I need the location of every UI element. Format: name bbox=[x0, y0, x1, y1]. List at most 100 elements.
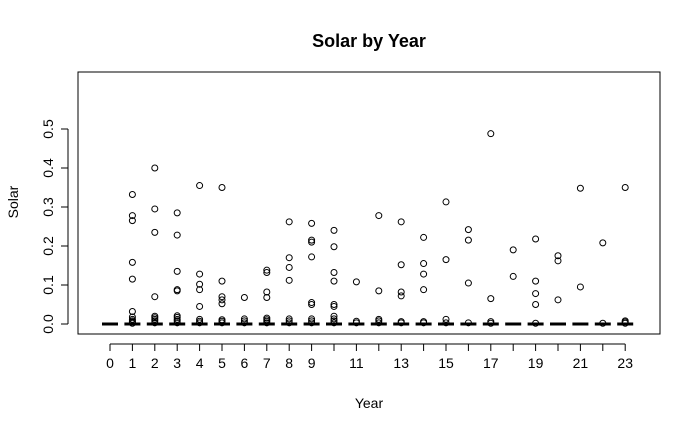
outlier-point bbox=[330, 317, 338, 325]
y-tick-label: 0.4 bbox=[40, 158, 56, 178]
outlier-point bbox=[397, 318, 405, 326]
outlier-point bbox=[330, 226, 338, 234]
outlier-point bbox=[308, 315, 316, 323]
x-axis-label: Year bbox=[355, 395, 384, 411]
outlier-point bbox=[330, 277, 338, 285]
outlier-point bbox=[442, 256, 450, 264]
outlier-point bbox=[330, 243, 338, 251]
y-tick-label: 0.0 bbox=[40, 314, 56, 334]
outlier-point bbox=[218, 316, 226, 324]
outlier-point bbox=[621, 184, 629, 191]
x-tick-label: 13 bbox=[393, 355, 409, 371]
outlier-point bbox=[196, 302, 204, 310]
outlier-point bbox=[464, 226, 472, 234]
x-tick-label: 0 bbox=[106, 355, 114, 371]
outlier-point bbox=[420, 270, 428, 278]
outlier-point bbox=[196, 280, 204, 288]
outlier-point bbox=[151, 228, 159, 236]
outlier-point bbox=[330, 319, 338, 327]
outlier-point bbox=[442, 315, 450, 323]
outlier-point bbox=[599, 319, 607, 327]
outlier-point bbox=[128, 212, 136, 220]
y-axis-label: Solar bbox=[5, 185, 21, 218]
outlier-point bbox=[196, 286, 204, 294]
outlier-point bbox=[128, 191, 136, 199]
x-tick-label: 15 bbox=[438, 355, 454, 371]
outlier-point bbox=[330, 315, 338, 323]
outlier-point bbox=[308, 317, 316, 325]
x-tick-label: 21 bbox=[573, 355, 589, 371]
outlier-point bbox=[352, 278, 360, 286]
outlier-point bbox=[509, 272, 517, 280]
outlier-point bbox=[375, 212, 383, 220]
outlier-point bbox=[621, 317, 629, 325]
outlier-point bbox=[196, 317, 204, 325]
outlier-point bbox=[285, 315, 293, 323]
x-tick-label: 9 bbox=[308, 355, 316, 371]
outlier-point bbox=[330, 301, 338, 308]
outlier-point bbox=[173, 319, 181, 327]
outlier-point bbox=[240, 293, 248, 301]
outlier-point bbox=[218, 300, 226, 308]
outlier-point bbox=[196, 315, 204, 323]
outlier-point bbox=[151, 312, 159, 320]
outlier-point bbox=[128, 258, 136, 266]
outlier-point bbox=[375, 315, 383, 323]
outlier-point bbox=[151, 319, 159, 327]
chart-title: Solar by Year bbox=[312, 31, 426, 51]
outlier-point bbox=[240, 319, 248, 327]
outlier-point bbox=[397, 261, 405, 269]
plot-frame bbox=[77, 71, 661, 335]
outlier-point bbox=[263, 266, 271, 274]
outlier-point bbox=[285, 276, 293, 284]
outlier-point bbox=[173, 312, 181, 320]
outlier-point bbox=[375, 287, 383, 295]
outlier-point bbox=[397, 288, 405, 296]
x-tick-label: 1 bbox=[129, 355, 137, 371]
outlier-point bbox=[487, 318, 495, 326]
outlier-point bbox=[285, 254, 293, 262]
outlier-point bbox=[285, 317, 293, 325]
x-tick-label: 19 bbox=[528, 355, 544, 371]
outlier-point bbox=[330, 312, 338, 320]
y-tick-label: 0.3 bbox=[40, 197, 56, 217]
outlier-point bbox=[128, 275, 136, 283]
x-tick-label: 23 bbox=[617, 355, 633, 371]
outlier-point bbox=[173, 267, 181, 275]
outlier-point bbox=[420, 286, 428, 294]
outlier-point bbox=[464, 319, 472, 327]
outlier-point bbox=[196, 182, 204, 190]
outlier-point bbox=[173, 231, 181, 239]
outlier-point bbox=[285, 218, 293, 226]
outlier-point bbox=[263, 269, 271, 277]
outlier-point bbox=[442, 198, 450, 206]
outlier-point bbox=[464, 236, 472, 244]
outlier-point bbox=[151, 164, 159, 172]
outlier-point bbox=[263, 293, 271, 301]
outlier-point bbox=[599, 239, 607, 247]
x-tick-label: 6 bbox=[241, 355, 249, 371]
y-tick-label: 0.5 bbox=[40, 119, 56, 139]
outlier-point bbox=[308, 219, 316, 227]
outlier-point bbox=[352, 317, 360, 325]
x-tick-label: 17 bbox=[483, 355, 499, 371]
outlier-point bbox=[128, 217, 136, 225]
outlier-point bbox=[509, 246, 517, 254]
outlier-point bbox=[218, 184, 226, 191]
outlier-point bbox=[576, 283, 584, 291]
outlier-point bbox=[218, 296, 226, 304]
y-tick-label: 0.2 bbox=[40, 236, 56, 256]
outlier-point bbox=[554, 252, 562, 260]
outlier-point bbox=[397, 292, 405, 300]
outlier-point bbox=[420, 260, 428, 268]
outlier-point bbox=[442, 319, 450, 327]
outlier-point bbox=[196, 270, 204, 278]
outlier-point bbox=[218, 293, 226, 301]
outlier-point bbox=[330, 302, 338, 310]
outlier-point bbox=[308, 238, 316, 246]
outlier-point bbox=[397, 218, 405, 226]
outlier-point bbox=[308, 301, 316, 308]
outlier-point bbox=[532, 277, 540, 285]
plot-marks: 0.00.10.20.30.40.50 1 2 3 4 5 6 7 8 9 11 13 15 17 19 21… bbox=[40, 119, 634, 371]
